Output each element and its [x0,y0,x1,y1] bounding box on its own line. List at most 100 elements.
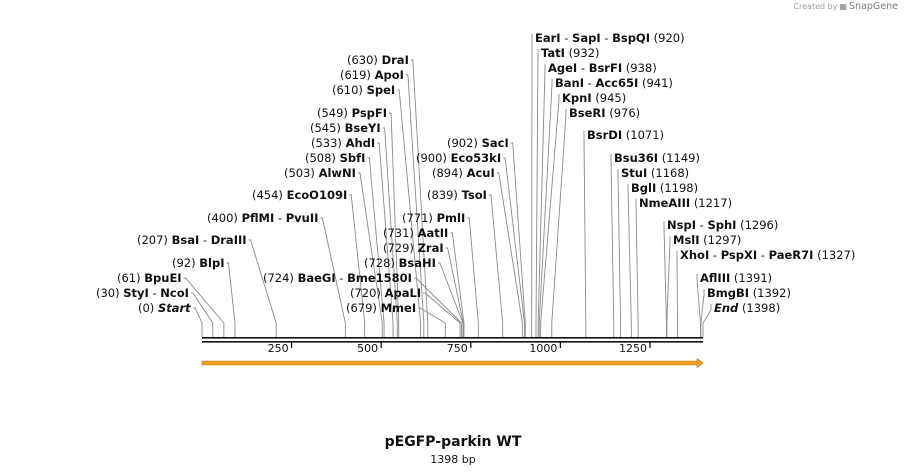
site-label-ecoo109i[interactable]: (454) EcoO109I [252,188,347,202]
site-label-ahdi[interactable]: (533) AhdI [311,136,375,150]
enzyme-name: PaeR7I [769,248,814,262]
enzyme-name: Bsu36I [614,151,658,165]
enzyme-name: KpnI [562,91,592,105]
name-separator: - [336,271,347,285]
site-label-start[interactable]: (0) Start [138,301,191,315]
site-position: (533) [311,136,342,150]
backbone-top-strand [202,337,703,339]
site-label-nspi[interactable]: NspI - SphI (1296) [667,218,778,232]
site-leader-line [700,289,705,337]
site-label-aatii[interactable]: (731) AatII [383,226,448,240]
site-position: (61) [117,271,141,285]
site-label-saci[interactable]: (902) SacI [447,136,509,150]
name-separator: - [199,233,210,247]
enzyme-name: SacI [482,136,509,150]
enzyme-name: PvuII [286,211,319,225]
site-leader-line [367,157,385,337]
name-separator: - [149,286,160,300]
site-leader-line [183,277,225,337]
site-leader-line [382,127,398,337]
site-position: (1391) [734,271,772,285]
enzyme-name: NcoI [160,286,189,300]
site-label-acui[interactable]: (894) AcuI [432,166,495,180]
site-label-eco53ki[interactable]: (900) Eco53kI [416,151,501,165]
site-leader-line [413,277,462,337]
site-label-pmli[interactable]: (771) PmlI [402,211,465,225]
site-position: (610) [332,83,363,97]
site-label-agei[interactable]: AgeI - BsrFI (938) [548,61,657,75]
site-label-blpi[interactable]: (92) BlpI [172,256,224,270]
site-position: (976) [609,106,640,120]
site-label-bsu36i[interactable]: Bsu36I (1149) [614,151,700,165]
site-labels: (0) Start(30) StyI - NcoI(61) BpuEI(92) … [96,31,855,315]
enzyme-name: BpuEI [144,271,181,285]
site-position: (454) [252,188,283,202]
feature-track [201,357,704,369]
site-position: (902) [447,136,478,150]
site-label-pspfi[interactable]: (549) PspFI [317,106,387,120]
site-leader-line [320,217,346,337]
enzyme-name: Start [158,301,191,315]
site-label-pflmi[interactable]: (400) PflMI - PvuII [207,211,318,225]
enzyme-name: BsaHI [399,256,436,270]
site-label-bsai[interactable]: (207) BsaI - DraIII [137,233,247,247]
site-label-alwni[interactable]: (503) AlwNI [284,166,356,180]
enzyme-name: Acc65I [595,76,638,90]
site-label-end[interactable]: End (1398) [714,301,780,315]
site-position: (1296) [740,218,778,232]
site-leader-line [503,157,525,337]
enzyme-name: XhoI [680,248,709,262]
enzyme-name: NspI [667,218,696,232]
site-label-mmei[interactable]: (679) MmeI [346,301,416,315]
site-label-msli[interactable]: MslI (1297) [673,233,741,247]
site-label-bpuei[interactable]: (61) BpuEI [117,271,182,285]
site-label-sbfi[interactable]: (508) SbfI [305,151,365,165]
site-leader-line [450,232,465,337]
site-leader-line [467,217,479,337]
site-label-bseri[interactable]: BseRI (976) [569,106,640,120]
site-label-tsoi[interactable]: (839) TsoI [427,188,487,202]
site-label-bmgbi[interactable]: BmgBI (1392) [707,286,791,300]
site-label-zrai[interactable]: (729) ZraI [383,241,444,255]
site-label-kpni[interactable]: KpnI (945) [562,91,626,105]
site-label-afliii[interactable]: AflIII (1391) [700,271,772,285]
orf-feature-arrow[interactable] [201,357,704,369]
site-position: (945) [595,91,626,105]
site-leader-line [410,59,429,337]
site-label-apali[interactable]: (720) ApaLI [350,286,421,300]
site-label-baegi[interactable]: (724) BaeGI - Bme1580I [263,271,412,285]
enzyme-name: EarI [535,31,561,45]
site-label-bgli[interactable]: BglI (1198) [631,181,698,195]
site-position: (731) [383,226,414,240]
site-label-tati[interactable]: TatI (932) [541,46,600,60]
site-leader-line [676,251,679,337]
enzyme-name: BaeGI [298,271,336,285]
site-leader-line [496,172,523,337]
name-separator: - [709,248,720,262]
site-label-drai[interactable]: (630) DraI [347,53,409,67]
site-label-xhoi[interactable]: XhoI - PspXI - PaeR7I (1327) [680,248,855,262]
site-label-spei[interactable]: (610) SpeI [332,83,395,97]
enzyme-name: ApaLI [385,286,422,300]
site-position: (207) [137,233,168,247]
site-label-eari[interactable]: EarI - SapI - BspQI (920) [535,31,685,45]
enzyme-name: MmeI [381,301,417,315]
site-position: (508) [305,151,336,165]
site-position: (92) [172,256,196,270]
site-label-bsrdi[interactable]: BsrDI (1071) [587,128,664,142]
site-position: (724) [263,271,294,285]
linear-plasmid-map: (0) Start(30) StyI - NcoI(61) BpuEI(92) … [96,31,855,369]
enzyme-name: AgeI [548,61,577,75]
site-label-nmeaiii[interactable]: NmeAIII (1217) [639,196,732,210]
site-position: (720) [350,286,381,300]
site-position: (1071) [626,128,664,142]
site-label-bseyi[interactable]: (545) BseYI [310,121,381,135]
site-label-bani[interactable]: BanI - Acc65I (941) [555,76,673,90]
site-label-apoi[interactable]: (619) ApoI [340,68,404,82]
site-label-stui[interactable]: StuI (1168) [621,166,689,180]
site-label-styi[interactable]: (30) StyI - NcoI [96,286,189,300]
site-leader-line [349,194,366,337]
site-label-bsahi[interactable]: (728) BsaHI [364,256,436,270]
site-position: (1398) [742,301,780,315]
enzyme-name: MslI [673,233,700,247]
